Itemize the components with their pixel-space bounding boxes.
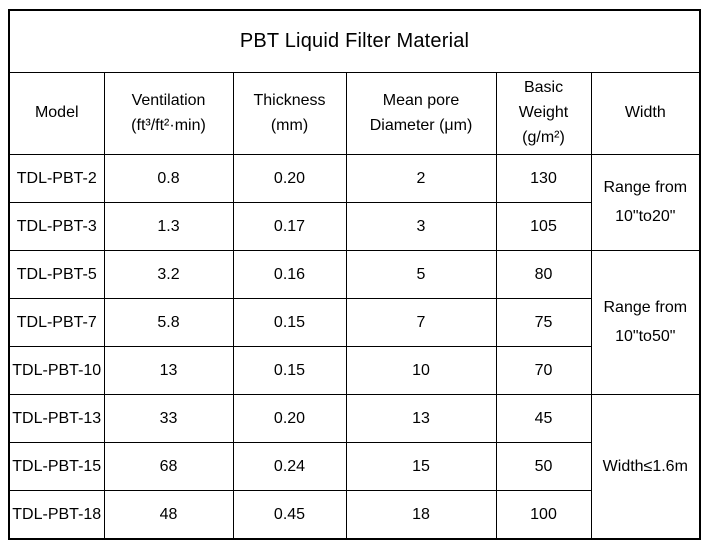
weight-cell: 70 <box>495 346 592 395</box>
pore-cell: 15 <box>345 442 497 491</box>
model-cell: TDL-PBT-2 <box>8 154 105 203</box>
column-header-ventilation: Ventilation (ft³/ft²·min) <box>103 72 234 155</box>
pore-cell: 18 <box>345 490 497 540</box>
thickness-cell: 0.16 <box>232 250 347 299</box>
ventilation-cell: 48 <box>103 490 234 540</box>
pore-cell: 10 <box>345 346 497 395</box>
weight-cell: 75 <box>495 298 592 347</box>
weight-cell: 105 <box>495 202 592 251</box>
model-cell: TDL-PBT-3 <box>8 202 105 251</box>
thickness-cell: 0.17 <box>232 202 347 251</box>
weight-cell: 80 <box>495 250 592 299</box>
thickness-cell: 0.20 <box>232 154 347 203</box>
ventilation-cell: 13 <box>103 346 234 395</box>
weight-cell: 130 <box>495 154 592 203</box>
table-row: TDL-PBT-15 68 0.24 15 50 <box>8 442 700 491</box>
pore-cell: 7 <box>345 298 497 347</box>
header-row: Model Ventilation (ft³/ft²·min) Thicknes… <box>8 72 701 155</box>
thickness-cell: 0.15 <box>232 298 347 347</box>
model-cell: TDL-PBT-10 <box>8 346 105 395</box>
thickness-cell: 0.24 <box>232 442 347 491</box>
ventilation-cell: 0.8 <box>103 154 234 203</box>
table-title: PBT Liquid Filter Material <box>8 9 701 73</box>
table-row: TDL-PBT-10 13 0.15 10 70 <box>8 346 700 395</box>
table-row: TDL-PBT-7 5.8 0.15 7 75 <box>8 298 700 347</box>
model-cell: TDL-PBT-7 <box>8 298 105 347</box>
column-header-pore: Mean pore Diameter (μm) <box>345 72 497 155</box>
pore-cell: 2 <box>345 154 497 203</box>
table-row: TDL-PBT-3 1.3 0.17 3 105 <box>8 202 700 251</box>
column-header-width: Width <box>590 72 701 155</box>
pbt-spec-table: PBT Liquid Filter Material Model Ventila… <box>8 9 702 540</box>
model-cell: TDL-PBT-13 <box>8 394 105 443</box>
model-cell: TDL-PBT-15 <box>8 442 105 491</box>
width-group-cell: Width≤1.6m <box>590 394 701 540</box>
weight-cell: 100 <box>495 490 592 540</box>
pore-cell: 3 <box>345 202 497 251</box>
column-header-model: Model <box>8 72 105 155</box>
pore-cell: 13 <box>345 394 497 443</box>
ventilation-cell: 3.2 <box>103 250 234 299</box>
ventilation-cell: 33 <box>103 394 234 443</box>
ventilation-cell: 5.8 <box>103 298 234 347</box>
table-row: TDL-PBT-2 0.8 0.20 2 130 Range from 10"t… <box>8 154 701 251</box>
width-group-cell: Range from 10"to20" <box>590 154 701 251</box>
column-header-thickness: Thickness (mm) <box>232 72 347 155</box>
model-cell: TDL-PBT-18 <box>8 490 105 540</box>
weight-cell: 50 <box>495 442 592 491</box>
table-row: TDL-PBT-5 3.2 0.16 5 80 Range from 10"to… <box>8 250 701 395</box>
table-row: TDL-PBT-13 33 0.20 13 45 Width≤1.6m <box>8 394 701 540</box>
table-row: TDL-PBT-18 48 0.45 18 100 <box>8 490 700 540</box>
model-cell: TDL-PBT-5 <box>8 250 105 299</box>
title-row: PBT Liquid Filter Material <box>8 9 701 73</box>
ventilation-cell: 1.3 <box>103 202 234 251</box>
spec-table-container: PBT Liquid Filter Material Model Ventila… <box>8 9 702 540</box>
thickness-cell: 0.15 <box>232 346 347 395</box>
width-group-cell: Range from 10"to50" <box>590 250 701 395</box>
weight-cell: 45 <box>495 394 592 443</box>
thickness-cell: 0.45 <box>232 490 347 540</box>
ventilation-cell: 68 <box>103 442 234 491</box>
pore-cell: 5 <box>345 250 497 299</box>
column-header-weight: Basic Weight (g/m²) <box>495 72 592 155</box>
thickness-cell: 0.20 <box>232 394 347 443</box>
